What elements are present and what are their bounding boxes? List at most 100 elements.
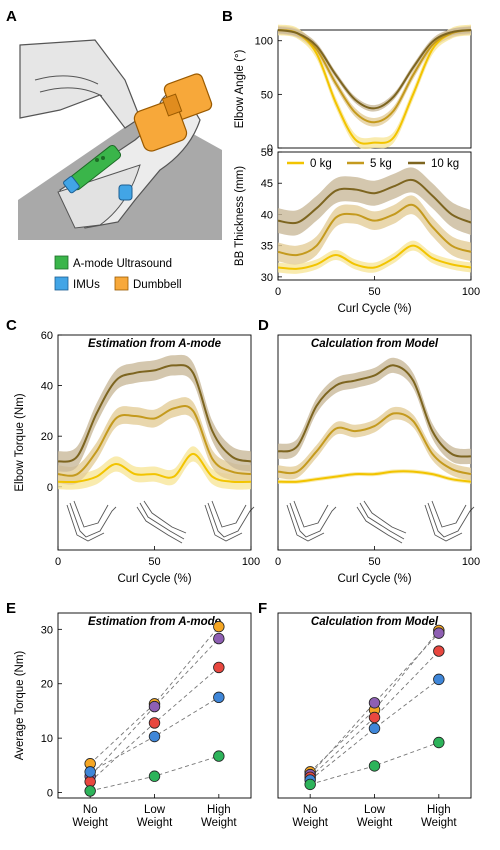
- subject-point: [433, 673, 445, 686]
- x-tick-label: 50: [148, 556, 160, 568]
- chart-title: Estimation from A-mode: [88, 338, 222, 350]
- arm-pose-sketches: [66, 500, 475, 544]
- y-tick-label: 50: [261, 147, 273, 159]
- arm-inner: [293, 500, 329, 528]
- arm-outline: [289, 502, 337, 538]
- series-line-10 kg: [57, 364, 252, 463]
- series-line-0 kg: [277, 29, 472, 145]
- y-axis-label: Average Torque (Nm): [14, 651, 26, 761]
- y-axis-label: BB Thickness (mm): [234, 166, 246, 266]
- y-tick-label: 10: [41, 733, 53, 745]
- subject-point: [213, 620, 225, 633]
- arm-inner: [363, 500, 407, 534]
- y-tick-label: 0: [47, 788, 53, 800]
- x-category-label: Weight: [357, 817, 393, 829]
- subject-point: [213, 691, 225, 704]
- arm-inner: [73, 500, 109, 528]
- subject-point: [433, 645, 445, 657]
- arm-pose: [356, 500, 407, 544]
- chart-D: 0 50 100 Curl Cycle (%) Calculation from Mod…: [275, 334, 480, 585]
- chart-B-top: 0 50 100 Elbow Angle (°): [234, 24, 472, 155]
- subject-point: [433, 627, 445, 639]
- y-tick-label: 100: [255, 36, 273, 48]
- subject-point: [148, 770, 161, 782]
- series-line-0 kg: [277, 470, 472, 483]
- subject-point: [368, 711, 381, 724]
- arm-pose: [424, 500, 475, 542]
- legend-label-0kg: 0 kg: [310, 158, 332, 170]
- series-line-0 kg: [277, 244, 472, 270]
- series-band-5 kg: [278, 195, 471, 265]
- subject-point: [433, 736, 445, 749]
- series-line-5 kg: [277, 412, 472, 476]
- y-tick-label: 30: [261, 272, 273, 284]
- y-axis-label: Elbow Angle (°): [234, 49, 246, 128]
- series-band-0 kg: [278, 240, 471, 274]
- x-tick-label: 50: [368, 286, 380, 298]
- x-category-label: Weight: [292, 817, 328, 829]
- panel-label-c: C: [6, 317, 17, 334]
- arm-inner: [356, 506, 403, 544]
- x-category-label: No: [303, 804, 318, 816]
- x-category-label: Weight: [201, 817, 237, 829]
- series-line-5 kg: [277, 203, 472, 257]
- x-tick-label: 0: [275, 286, 281, 298]
- subject-point: [148, 730, 161, 743]
- series-line-0 kg: [57, 452, 252, 484]
- y-tick-label: 20: [41, 679, 53, 691]
- x-axis-label: Curl Cycle (%): [117, 573, 191, 585]
- subject-point: [304, 778, 316, 791]
- y-tick-label: 20: [41, 431, 53, 443]
- panel-a-legend: A-mode Ultrasound IMUs Dumbbell: [54, 255, 182, 291]
- subject-point: [213, 750, 225, 762]
- arm-outline: [139, 502, 185, 540]
- subject-point: [213, 632, 225, 645]
- x-axis-label: Curl Cycle (%): [337, 303, 411, 315]
- x-tick-label: 50: [368, 556, 380, 568]
- legend-label-ultrasound: A-mode Ultrasound: [73, 258, 172, 270]
- arm-inner: [66, 504, 105, 542]
- subject-point: [368, 697, 381, 709]
- x-tick-label: 0: [275, 556, 281, 568]
- arm-outline: [359, 502, 405, 540]
- weight-legend: 0 kg 5 kg 10 kg: [287, 158, 459, 170]
- subject-point: [148, 717, 161, 729]
- panel-label-e: E: [6, 600, 16, 617]
- y-tick-label: 40: [261, 209, 273, 221]
- subject-point: [368, 760, 381, 772]
- x-category-label: Weight: [137, 817, 173, 829]
- legend-label-imus: IMUs: [73, 279, 100, 291]
- series-band-10 kg: [278, 357, 471, 465]
- legend-swatch-ultrasound: [54, 255, 69, 270]
- series-line-10 kg: [277, 29, 472, 110]
- arm-pose: [136, 500, 187, 544]
- y-tick-label: 0: [47, 482, 53, 494]
- arm-pose: [204, 500, 255, 542]
- arm-inner: [286, 504, 325, 542]
- legend-swatch-dumbbell: [114, 276, 129, 291]
- x-tick-label: 100: [462, 286, 480, 298]
- chart-C: 0 20 40 60 0 50 100 Curl Cycle (%) Elbow Torque …: [14, 330, 260, 585]
- x-tick-label: 100: [242, 556, 260, 568]
- x-axis-label: Curl Cycle (%): [337, 573, 411, 585]
- x-category-label: Low: [364, 804, 386, 816]
- subject-line-3: [309, 679, 440, 781]
- chart-B-bottom: 30 35 40 45 50 0 50 100 Curl Cycle (%) BB Thickne…: [234, 147, 480, 315]
- y-tick-label: 40: [41, 381, 53, 393]
- y-tick-label: 60: [41, 330, 53, 342]
- arm-outline: [69, 502, 117, 538]
- arm-inner: [136, 506, 183, 544]
- x-tick-label: 100: [462, 556, 480, 568]
- y-tick-label: 50: [261, 89, 273, 101]
- y-tick-label: 45: [261, 178, 273, 190]
- arm-inner: [211, 500, 247, 528]
- arm-inner: [424, 504, 463, 542]
- chart-E: 0102030NoWeightLowWeightHighWeightAverag…: [14, 612, 252, 829]
- arm-pose: [286, 500, 337, 542]
- series-band-5 kg: [58, 397, 251, 485]
- x-category-label: Weight: [421, 817, 457, 829]
- series-band-10 kg: [278, 167, 471, 236]
- panel-label-a: A: [6, 8, 17, 25]
